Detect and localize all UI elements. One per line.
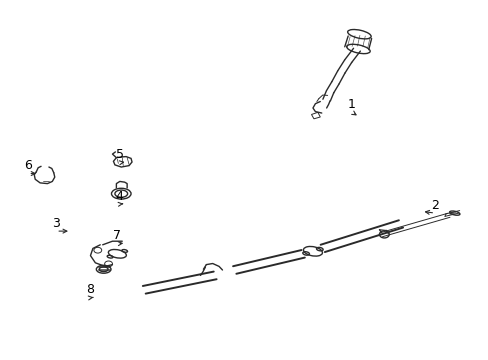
Text: 6: 6	[24, 159, 32, 172]
Text: 5: 5	[116, 148, 123, 161]
Text: 4: 4	[116, 190, 123, 203]
Text: 1: 1	[347, 98, 355, 111]
Text: 3: 3	[52, 217, 60, 230]
Text: 2: 2	[430, 199, 438, 212]
Text: 7: 7	[113, 229, 121, 242]
Text: 8: 8	[86, 283, 94, 296]
